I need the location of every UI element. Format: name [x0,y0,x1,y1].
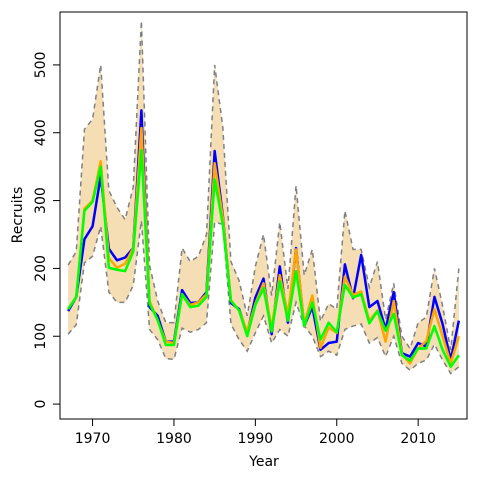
x-tick-label: 2000 [319,431,355,447]
y-tick-label: 100 [33,323,49,350]
y-tick-label: 300 [33,187,49,214]
plot-area [67,20,461,375]
interval-upper-line [67,20,460,351]
interval-band [68,20,459,374]
x-tick-label: 1980 [156,431,192,447]
plot-frame [59,11,468,420]
y-tick-label: 400 [33,119,49,146]
y-axis: 0 100 200 300 400 500 [33,52,60,409]
x-tick-label: 1990 [238,431,274,447]
x-axis: 1970 1980 1990 2000 2010 [75,419,436,447]
y-tick-label: 200 [33,255,49,282]
series-line-3 [67,149,460,369]
y-axis-title: Recruits [10,187,26,244]
y-tick-label: 500 [33,52,49,79]
x-tick-label: 2010 [400,431,436,447]
interval-lower-line [67,220,460,375]
x-tick-label: 1970 [75,431,111,447]
y-tick-label: 0 [33,400,49,409]
x-axis-title: Year [248,454,279,470]
